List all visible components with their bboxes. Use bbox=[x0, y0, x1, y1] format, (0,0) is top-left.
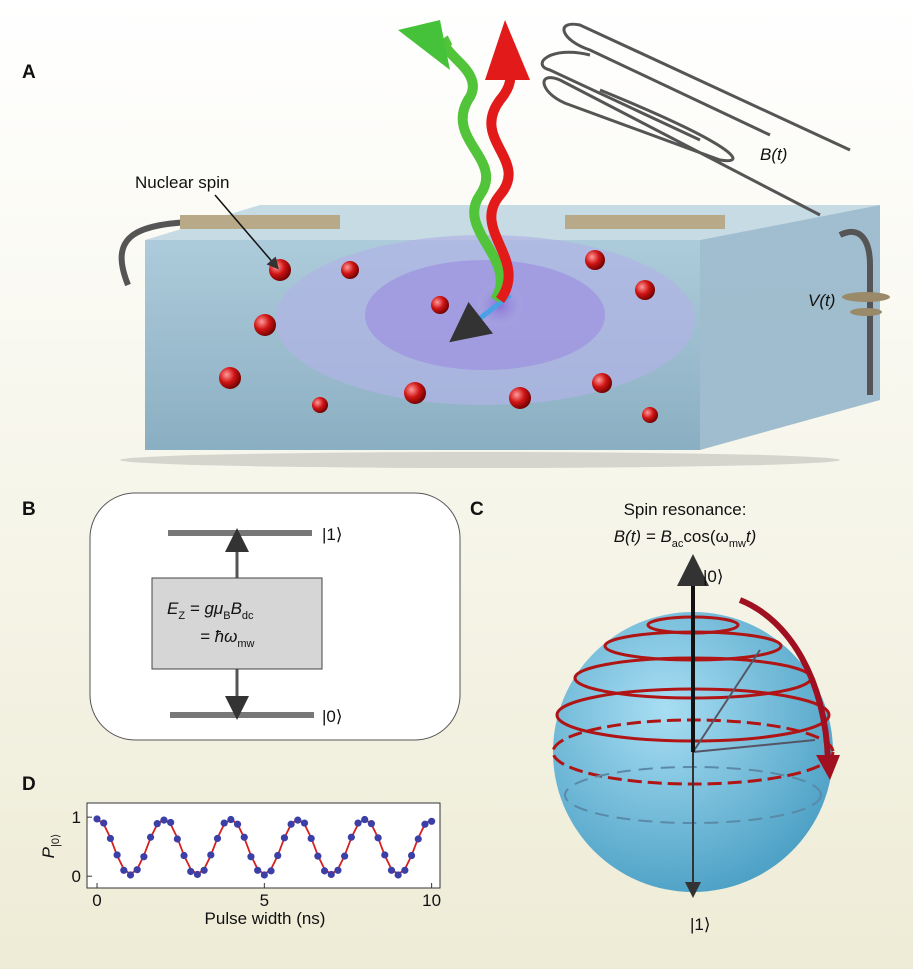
data-point bbox=[261, 871, 268, 878]
data-point bbox=[234, 821, 241, 828]
data-point bbox=[348, 834, 355, 841]
data-point bbox=[381, 851, 388, 858]
equation-part: E bbox=[167, 599, 179, 618]
equation-part: cos(ω bbox=[683, 527, 728, 546]
data-point bbox=[120, 867, 127, 874]
data-point bbox=[254, 867, 261, 874]
energy-level-diagram bbox=[90, 493, 460, 740]
x-axis-label: Pulse width (ns) bbox=[205, 909, 326, 928]
equation-part: dc bbox=[242, 610, 254, 622]
data-point bbox=[187, 868, 194, 875]
data-point bbox=[201, 867, 208, 874]
panel-label: B bbox=[22, 499, 36, 520]
equation-part: mw bbox=[237, 638, 254, 650]
state-label: |0⟩ bbox=[322, 707, 343, 726]
data-point bbox=[395, 871, 402, 878]
data-point bbox=[308, 835, 315, 842]
data-point bbox=[107, 835, 114, 842]
data-point bbox=[334, 867, 341, 874]
data-point bbox=[147, 834, 154, 841]
data-point bbox=[194, 871, 201, 878]
figure: A B C D Nuclear spin B(t) V(t) |1⟩ |0⟩ E… bbox=[0, 0, 913, 969]
data-point bbox=[368, 820, 375, 827]
data-point bbox=[401, 867, 408, 874]
data-point bbox=[415, 835, 422, 842]
data-point bbox=[314, 853, 321, 860]
y-axis-label-part: P bbox=[39, 846, 58, 858]
equation-part: B bbox=[231, 599, 242, 618]
x-tick-label: 10 bbox=[422, 891, 441, 910]
data-point bbox=[140, 853, 147, 860]
y-tick-label: 0 bbox=[72, 867, 81, 886]
y-axis-label-part: |0⟩ bbox=[50, 834, 62, 847]
equation-part: = ħω bbox=[200, 627, 237, 646]
data-point bbox=[247, 853, 254, 860]
title: Spin resonance: bbox=[624, 500, 747, 519]
panel-label: C bbox=[470, 499, 484, 520]
data-point bbox=[180, 852, 187, 859]
panel-label: A bbox=[22, 62, 36, 83]
data-point bbox=[154, 820, 161, 827]
data-point bbox=[388, 867, 395, 874]
page: {"panels": { "labels": ["A", "B", "C", "… bbox=[0, 0, 913, 969]
data-point bbox=[174, 835, 181, 842]
data-point bbox=[93, 815, 100, 822]
data-point bbox=[114, 851, 121, 858]
data-point bbox=[167, 819, 174, 826]
equation-part: = gμ bbox=[185, 599, 224, 618]
annotation: V(t) bbox=[808, 291, 835, 310]
data-point bbox=[267, 867, 274, 874]
data-point bbox=[227, 816, 234, 823]
data-point bbox=[294, 817, 301, 824]
x-tick-label: 0 bbox=[92, 891, 101, 910]
equation-part: B(t) = B bbox=[614, 527, 672, 546]
data-point bbox=[207, 851, 214, 858]
data-point bbox=[134, 866, 141, 873]
data-point bbox=[428, 818, 435, 825]
data-point bbox=[281, 834, 288, 841]
data-point bbox=[341, 853, 348, 860]
state-label: |1⟩ bbox=[690, 915, 711, 934]
data-point bbox=[374, 834, 381, 841]
state-label: |1⟩ bbox=[322, 525, 343, 544]
annotation: B(t) bbox=[760, 145, 787, 164]
equation-part: B bbox=[223, 610, 230, 622]
state-label: |0⟩ bbox=[703, 567, 724, 586]
data-point bbox=[361, 816, 368, 823]
y-tick-label: 1 bbox=[72, 808, 81, 827]
equation-part: t) bbox=[746, 527, 756, 546]
data-point bbox=[160, 817, 167, 824]
data-point bbox=[301, 819, 308, 826]
data-point bbox=[214, 835, 221, 842]
data-point bbox=[241, 834, 248, 841]
annotation: Nuclear spin bbox=[135, 173, 230, 192]
data-point bbox=[100, 819, 107, 826]
panel-label: D bbox=[22, 774, 36, 795]
data-point bbox=[288, 821, 295, 828]
data-point bbox=[328, 871, 335, 878]
data-point bbox=[221, 819, 228, 826]
data-point bbox=[354, 819, 361, 826]
data-point bbox=[127, 871, 134, 878]
equation-part: mw bbox=[729, 538, 746, 550]
data-point bbox=[321, 867, 328, 874]
data-point bbox=[408, 852, 415, 859]
data-point bbox=[274, 852, 281, 859]
equation-part: ac bbox=[672, 538, 684, 550]
data-point bbox=[421, 821, 428, 828]
x-tick-label: 5 bbox=[260, 891, 269, 910]
